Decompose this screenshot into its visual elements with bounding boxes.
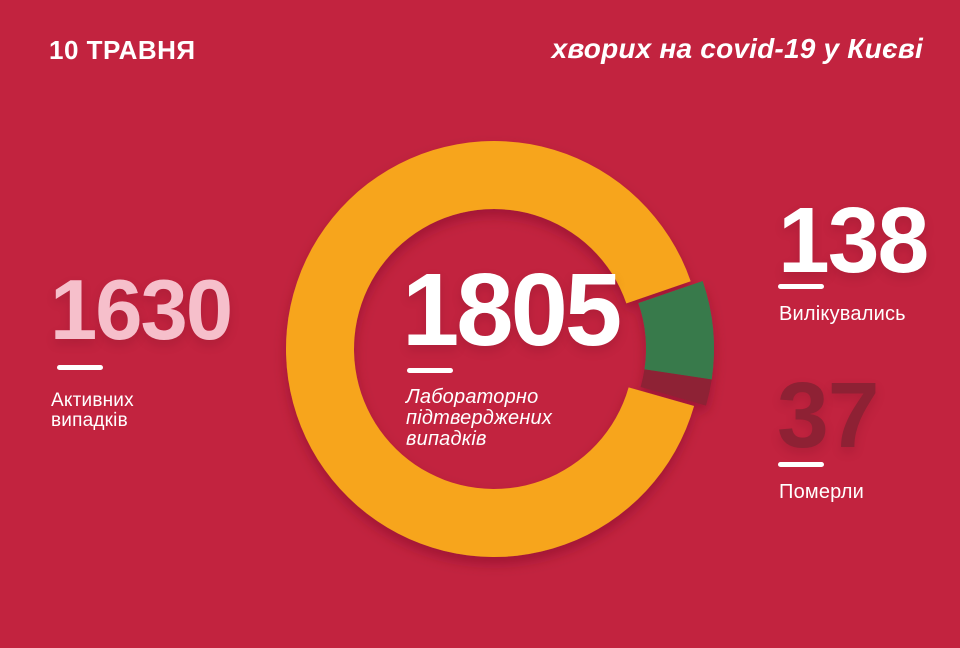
segment-Активних випадків (286, 140, 695, 557)
segment-Вилікувались (638, 280, 714, 380)
deaths-label: Померли (779, 481, 865, 503)
active-cases-value: 1630 (50, 263, 233, 358)
donut-chart (286, 140, 714, 557)
page-title: хворих на covid-19 у Києві (551, 33, 923, 64)
segment-Померли (640, 369, 712, 406)
recovered-label: Вилікувались (779, 303, 906, 325)
recovered-dash (778, 284, 824, 289)
confirmed-cases-label: Лабораторно підтверджених випадків (406, 386, 553, 451)
confirmed-dash (407, 368, 453, 373)
date-label: 10 ТРАВНЯ (49, 35, 196, 65)
recovered-value: 138 (778, 188, 929, 292)
deaths-dash (778, 462, 824, 467)
active-dash (57, 365, 103, 370)
confirmed-cases-value: 1805 (402, 252, 622, 367)
deaths-value: 37 (777, 363, 879, 467)
active-cases-label: Активних випадків (51, 390, 134, 431)
